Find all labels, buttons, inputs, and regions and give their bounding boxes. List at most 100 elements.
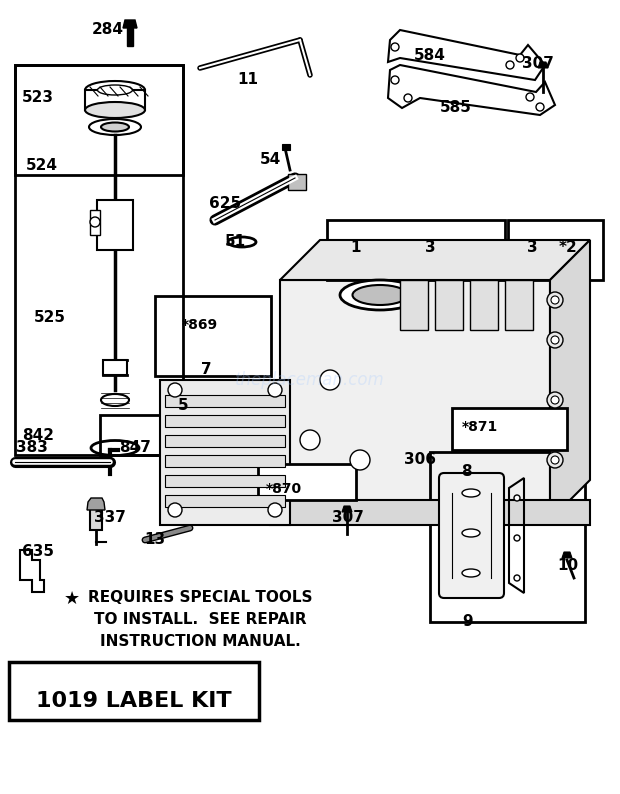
Bar xyxy=(15,65,183,455)
Circle shape xyxy=(551,336,559,344)
Circle shape xyxy=(547,292,563,308)
Ellipse shape xyxy=(85,102,145,118)
Circle shape xyxy=(547,392,563,408)
Ellipse shape xyxy=(340,280,420,310)
Bar xyxy=(127,28,133,46)
Ellipse shape xyxy=(89,119,141,135)
Circle shape xyxy=(350,450,370,470)
Bar xyxy=(97,200,133,250)
Text: *869: *869 xyxy=(182,318,218,332)
Bar xyxy=(15,65,183,175)
Bar xyxy=(100,415,180,455)
Bar xyxy=(165,475,285,487)
Circle shape xyxy=(551,396,559,404)
Polygon shape xyxy=(562,552,572,558)
Bar xyxy=(430,452,585,622)
Polygon shape xyxy=(538,62,548,68)
Polygon shape xyxy=(20,550,44,592)
Circle shape xyxy=(404,94,412,102)
Bar xyxy=(165,415,285,427)
Bar xyxy=(435,280,463,330)
Ellipse shape xyxy=(101,394,129,406)
Circle shape xyxy=(268,383,282,397)
Text: 306: 306 xyxy=(404,452,436,467)
Circle shape xyxy=(168,383,182,397)
Bar xyxy=(327,220,505,280)
Bar xyxy=(470,280,498,330)
Circle shape xyxy=(547,452,563,468)
Bar xyxy=(258,464,356,500)
Bar xyxy=(85,90,145,110)
Bar xyxy=(165,435,285,447)
Bar xyxy=(505,280,533,330)
Circle shape xyxy=(90,217,100,227)
Polygon shape xyxy=(123,20,137,28)
Polygon shape xyxy=(87,498,105,510)
Circle shape xyxy=(506,61,514,69)
Bar xyxy=(280,280,550,520)
Circle shape xyxy=(551,456,559,464)
Circle shape xyxy=(168,503,182,517)
Bar xyxy=(160,380,290,525)
Ellipse shape xyxy=(514,535,520,541)
Text: *871: *871 xyxy=(462,420,498,434)
Text: 307: 307 xyxy=(522,56,554,71)
Ellipse shape xyxy=(462,569,480,577)
Bar xyxy=(400,280,428,330)
Text: 842: 842 xyxy=(22,428,54,443)
Text: 383: 383 xyxy=(16,440,48,455)
Circle shape xyxy=(526,93,534,101)
Circle shape xyxy=(516,54,524,62)
Circle shape xyxy=(320,370,340,390)
Text: 13: 13 xyxy=(144,532,166,547)
Text: 10: 10 xyxy=(557,558,578,573)
Circle shape xyxy=(300,430,320,450)
Ellipse shape xyxy=(514,495,520,501)
Text: 307: 307 xyxy=(332,510,364,525)
Bar xyxy=(155,296,271,376)
Text: 635: 635 xyxy=(22,544,54,559)
Text: 337: 337 xyxy=(94,510,126,525)
Text: 54: 54 xyxy=(259,152,281,167)
Polygon shape xyxy=(342,506,352,512)
Bar xyxy=(9,662,259,720)
Text: 9: 9 xyxy=(463,614,473,629)
Bar xyxy=(90,502,102,530)
Ellipse shape xyxy=(97,85,133,95)
Ellipse shape xyxy=(462,529,480,537)
Ellipse shape xyxy=(101,122,129,132)
Text: 284: 284 xyxy=(92,22,124,37)
Bar xyxy=(282,144,290,150)
Circle shape xyxy=(391,43,399,51)
Text: 525: 525 xyxy=(34,310,66,325)
Text: 847: 847 xyxy=(119,440,151,455)
Text: INSTRUCTION MANUAL.: INSTRUCTION MANUAL. xyxy=(100,634,300,649)
Circle shape xyxy=(551,296,559,304)
Text: 1019 LABEL KIT: 1019 LABEL KIT xyxy=(36,691,232,711)
Text: 1: 1 xyxy=(351,240,361,255)
Text: 5: 5 xyxy=(178,398,188,413)
Polygon shape xyxy=(280,240,590,280)
Text: TO INSTALL.  SEE REPAIR: TO INSTALL. SEE REPAIR xyxy=(94,612,306,627)
Circle shape xyxy=(391,76,399,84)
Bar xyxy=(165,395,285,407)
Text: 584: 584 xyxy=(414,48,446,63)
Text: *2: *2 xyxy=(559,240,577,255)
Bar xyxy=(270,500,590,525)
Text: *870: *870 xyxy=(266,482,302,496)
Polygon shape xyxy=(550,240,590,520)
Text: 8: 8 xyxy=(461,464,471,479)
Text: theplaceman.com: theplaceman.com xyxy=(235,371,385,389)
Bar xyxy=(103,360,127,375)
FancyBboxPatch shape xyxy=(439,473,504,598)
Text: 3: 3 xyxy=(526,240,538,255)
Bar xyxy=(165,495,285,507)
Text: 585: 585 xyxy=(440,100,472,115)
Circle shape xyxy=(536,103,544,111)
Text: 11: 11 xyxy=(237,72,259,87)
Text: 3: 3 xyxy=(425,240,435,255)
Text: ★: ★ xyxy=(64,590,80,608)
Ellipse shape xyxy=(514,575,520,581)
Text: 524: 524 xyxy=(26,158,58,173)
Bar xyxy=(165,455,285,467)
